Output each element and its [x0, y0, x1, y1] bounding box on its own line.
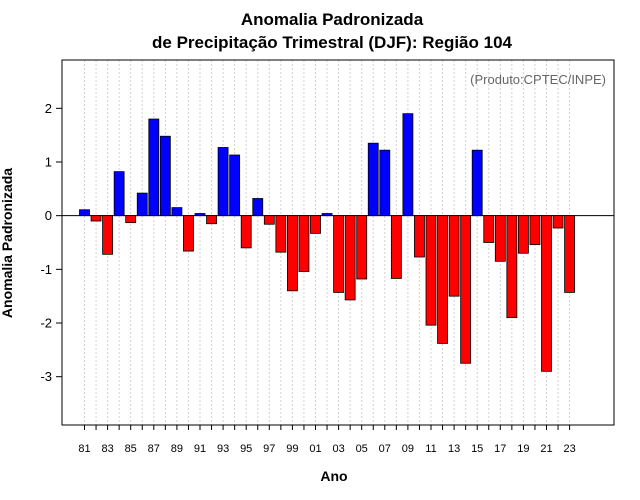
bar-86 — [136, 192, 148, 217]
x-tick-label: 89 — [171, 443, 183, 455]
bar-14 — [460, 215, 472, 364]
y-tick-label: -1 — [40, 262, 52, 277]
bar-01 — [310, 215, 321, 234]
bar-93 — [217, 147, 229, 217]
x-tick-label: 91 — [194, 443, 206, 455]
y-tick-label: -2 — [40, 316, 52, 331]
x-tick-label: 83 — [101, 443, 113, 455]
x-tick-label: 93 — [217, 443, 229, 455]
bar-20 — [529, 215, 541, 246]
x-tick-label: 13 — [448, 443, 460, 455]
bar-83 — [102, 215, 113, 255]
bar-23 — [564, 215, 575, 293]
bar-94 — [229, 154, 241, 217]
credit-label: (Produto:CPTEC/INPE) — [470, 72, 606, 87]
bar-97 — [263, 215, 275, 225]
bar-87 — [148, 118, 160, 217]
x-tick-label: 23 — [563, 443, 575, 455]
bar-13 — [448, 215, 460, 297]
bar-92 — [206, 215, 217, 225]
y-tick-label: 0 — [45, 208, 52, 223]
bar-22 — [552, 215, 564, 229]
bar-15 — [471, 149, 483, 217]
plot-frame — [61, 59, 615, 426]
y-tick-label: -3 — [40, 369, 52, 384]
x-tick-label: 09 — [402, 443, 414, 455]
bar-05 — [356, 215, 368, 280]
bar-17 — [494, 215, 506, 262]
x-tick-label: 07 — [379, 443, 391, 455]
bar-04 — [344, 215, 356, 301]
chart-title-line1: Anomalia Padronizada — [241, 10, 424, 29]
bar-91 — [194, 213, 206, 217]
x-tick-label: 85 — [125, 443, 137, 455]
y-axis: 2 1 0 -1 -2 -3 — [40, 101, 62, 384]
x-tick-label: 11 — [425, 443, 436, 455]
bar-89 — [171, 207, 183, 217]
bar-08 — [390, 215, 402, 279]
bar-85 — [125, 215, 137, 224]
x-axis: 81 83 85 87 89 91 93 95 97 99 01 03 05 07 09 11 13 15 17 19… — [78, 425, 576, 455]
bar-90 — [183, 215, 194, 252]
x-axis-label: Ano — [320, 468, 347, 484]
x-tick-label: 15 — [471, 443, 483, 455]
y-tick-label: 2 — [45, 101, 52, 116]
y-tick-label: 1 — [45, 154, 52, 169]
bar-84 — [113, 171, 125, 217]
x-tick-label: 05 — [356, 443, 368, 455]
bars — [79, 113, 575, 372]
y-axis-label: Anomalia Padronizada — [0, 168, 15, 318]
bar-16 — [483, 215, 495, 243]
bar-06 — [367, 142, 379, 217]
bar-81 — [79, 209, 90, 217]
chart-title-line2: de Precipitação Trimestral (DJF): Região… — [152, 33, 513, 52]
x-tick-label: 01 — [309, 443, 321, 455]
x-tick-label: 99 — [286, 443, 298, 455]
bar-19 — [518, 215, 529, 254]
x-tick-label: 21 — [540, 443, 552, 455]
x-tick-label: 81 — [78, 443, 90, 455]
x-tick-label: 17 — [494, 443, 506, 455]
bar-82 — [90, 215, 102, 222]
bar-99 — [286, 215, 298, 292]
bar-07 — [379, 149, 391, 217]
bar-88 — [159, 135, 171, 217]
x-tick-label: 95 — [240, 443, 252, 455]
bar-12 — [437, 215, 448, 344]
bar-11 — [425, 215, 437, 326]
bar-18 — [506, 215, 518, 319]
grid-lines — [84, 60, 571, 425]
x-tick-label: 03 — [332, 443, 344, 455]
x-tick-label: 97 — [263, 443, 275, 455]
bar-09 — [402, 113, 414, 217]
x-tick-label: 87 — [148, 443, 160, 455]
bar-95 — [240, 215, 252, 249]
bar-02 — [321, 213, 333, 217]
bar-98 — [275, 215, 287, 253]
bar-03 — [333, 215, 345, 293]
bar-21 — [541, 215, 552, 372]
bar-10 — [414, 215, 425, 258]
bar-96 — [252, 198, 264, 217]
x-tick-label: 19 — [517, 443, 529, 455]
bar-00 — [298, 215, 310, 272]
